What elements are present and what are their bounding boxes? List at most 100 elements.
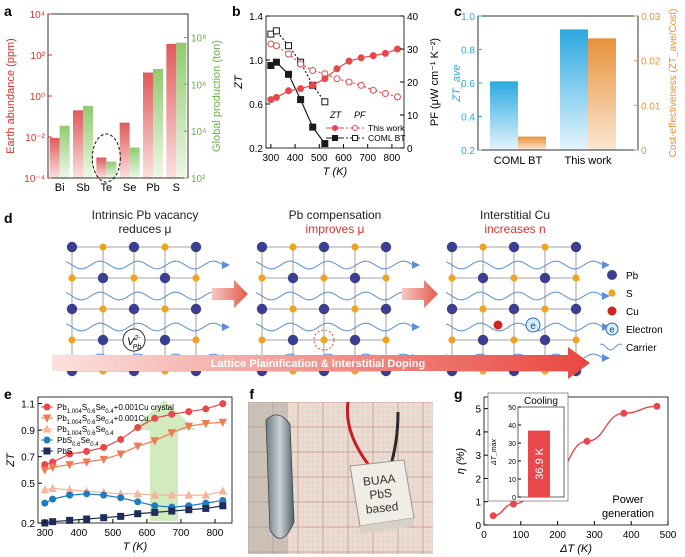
- production-bar: [129, 147, 140, 178]
- legend-label-part: 0.4: [105, 420, 114, 426]
- production-bar: [83, 105, 93, 178]
- thiswork-pf-point: [333, 75, 341, 83]
- pb-atom: [190, 241, 202, 253]
- pb-atom: [159, 334, 171, 346]
- legend-label: PbS: [57, 447, 72, 456]
- inset-title: Cooling: [524, 396, 558, 407]
- thiswork-pf-point: [393, 93, 401, 101]
- vacancy-label-sub: Pb: [133, 344, 142, 351]
- legend-marker: [332, 125, 338, 131]
- legend-head-zt: ZT: [329, 110, 342, 120]
- series-point: [41, 499, 49, 507]
- panel-f-photo: BUAA PbS based: [248, 402, 433, 554]
- x-tick-label: 800: [384, 153, 401, 164]
- cost-bar: [518, 136, 546, 150]
- series-point: [66, 491, 74, 499]
- inset-tick-label: 30: [508, 441, 516, 448]
- cooling-value: 36.9 K: [534, 447, 546, 479]
- legend-swatch: [599, 343, 623, 351]
- series-point: [167, 490, 176, 499]
- coml-pf-point: [321, 98, 329, 106]
- y-axis-title: η (%): [455, 448, 467, 475]
- legend-label: Pb1.004S0.6Se0.4+0.001Cu crystal: [57, 403, 174, 415]
- panel-c-chart: c COML BT This work 1.0 0.8 0.6 0.4 0.2 0.03 0.0…: [451, 3, 679, 167]
- abundance-bar: [143, 72, 153, 178]
- efficiency-point: [620, 409, 628, 417]
- pb-atom: [256, 303, 268, 315]
- thiswork-zt-point: [345, 57, 353, 65]
- stage2-sub: improves μ: [305, 222, 365, 236]
- panel-a-label: a: [4, 3, 12, 19]
- right-axis-title: PF (μW cm⁻¹ K⁻²): [429, 38, 441, 126]
- pb-atom: [570, 303, 582, 315]
- pb-atom: [539, 334, 551, 346]
- stage-arrow: [212, 280, 248, 308]
- legend-label-part: 1.004: [67, 420, 83, 426]
- carrier-arrowhead: [412, 261, 420, 269]
- s-atom: [289, 243, 297, 251]
- pb-atom: [159, 272, 171, 284]
- legend-label-part: S: [82, 403, 87, 412]
- x-tick-label: Te: [101, 182, 113, 194]
- right-tick-label: 0: [407, 144, 413, 155]
- right-tick-label: 10⁸: [191, 33, 206, 44]
- series-point: [151, 508, 159, 516]
- legend-label-part: Pb: [57, 403, 67, 412]
- series-point: [117, 494, 125, 502]
- cu-interstitial: [493, 320, 503, 330]
- right-tick-label: 10⁴: [191, 127, 206, 138]
- production-bar: [59, 125, 70, 178]
- abundance-bar: [73, 110, 83, 178]
- carrier-wave: [65, 260, 223, 270]
- inset-tick-label: 0: [512, 495, 516, 502]
- series-line: [44, 487, 223, 496]
- s-atom: [320, 274, 328, 282]
- left-tick-label: 0.6: [461, 79, 475, 90]
- right-tick-label: 0.02: [641, 57, 661, 68]
- x-tick-label: This work: [564, 155, 612, 167]
- abundance-bar: [166, 43, 177, 178]
- pb-atom: [446, 303, 458, 315]
- abundance-bar: [119, 122, 130, 178]
- left-tick-label: 10⁴: [30, 10, 45, 21]
- thiswork-pf-point: [309, 66, 317, 74]
- legend-label-part: S: [82, 414, 87, 423]
- legend-label-part: Se: [96, 425, 106, 434]
- series-point: [150, 490, 159, 499]
- series-point: [167, 429, 176, 438]
- s-atom: [382, 274, 390, 282]
- legend-label: Pb1.004S0.6Se0.4+0.001Cu: [57, 414, 149, 426]
- carrier-arrowhead: [602, 261, 610, 269]
- inset-tick-label: 50: [508, 405, 516, 412]
- left-tick-label: 1.0: [461, 12, 475, 23]
- legend-label: PbS0.6Se0.4: [57, 436, 99, 448]
- thiswork-zt-point: [285, 87, 293, 95]
- production-bar: [176, 42, 187, 178]
- right-tick-label: 0.01: [641, 101, 661, 112]
- series-point: [49, 495, 57, 503]
- left-tick-label: 1.4: [249, 12, 263, 23]
- left-axis-title: ZT: [233, 74, 245, 90]
- legend-swatch: [605, 322, 619, 336]
- x-tick-label: 600: [139, 528, 156, 539]
- legend-label: S: [626, 289, 633, 300]
- legend-label: This work: [368, 123, 405, 133]
- thiswork-pf-point: [345, 78, 353, 86]
- legend-label-part: 0.6: [72, 442, 81, 448]
- pb-atom: [128, 303, 140, 315]
- series-point: [218, 418, 228, 427]
- series-point: [117, 512, 125, 520]
- x-tick-label: 400: [70, 528, 87, 539]
- left-tick-label: 0.4: [461, 113, 475, 124]
- x-tick-label: 400: [623, 530, 640, 541]
- series-point: [219, 502, 227, 510]
- y-tick-label: 0: [475, 521, 481, 532]
- banner-arrow: [52, 347, 590, 379]
- pb-atom: [349, 272, 361, 284]
- y-tick-label: 4: [475, 428, 481, 439]
- carrier-wave: [65, 291, 223, 301]
- left-tick-label: 0.2: [461, 146, 475, 157]
- carrier-arrowhead: [602, 354, 610, 362]
